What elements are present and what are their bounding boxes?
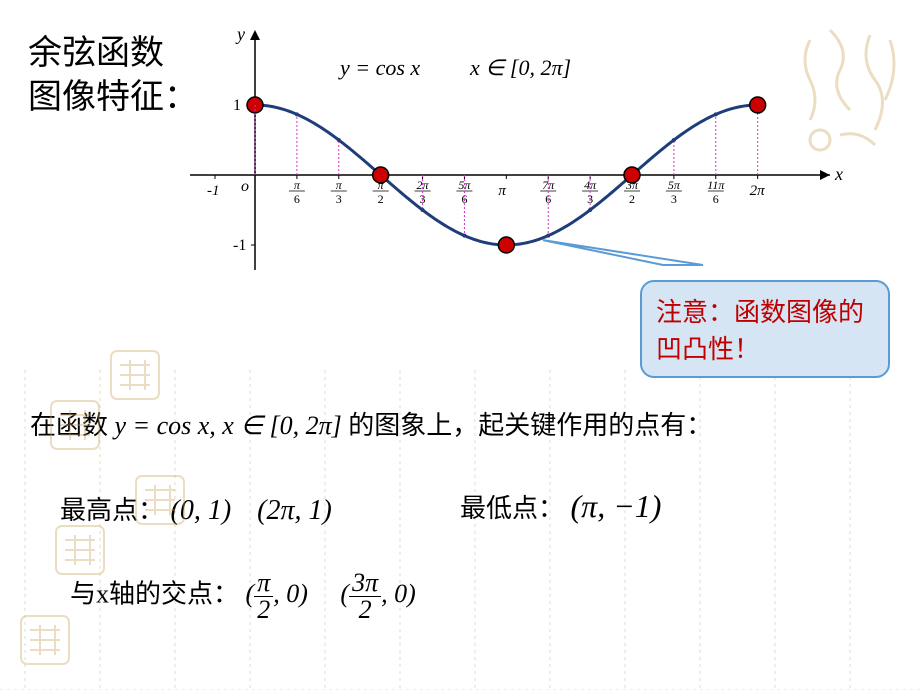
svg-text:2π: 2π [750,183,766,199]
max-p1: (0, 1) [171,495,232,526]
watermark-seal-4 [15,610,75,670]
svg-text:o: o [241,178,249,195]
max-p2: (2π, 1) [257,495,332,526]
svg-text:-1: -1 [207,183,220,199]
svg-text:11π: 11π [707,178,725,192]
min-label: 最低点： [460,494,564,523]
body-intro: 在函数 y = cos x, x ∈ [0, 2π] 的图象上，起关键作用的点有… [30,405,712,442]
svg-text:-1: -1 [233,237,246,254]
svg-text:y: y [235,25,245,44]
svg-text:6: 6 [713,192,719,206]
formula-domain: x ∈ [0, 2π] [470,55,571,81]
svg-text:π: π [336,178,343,192]
svg-text:5π: 5π [668,178,681,192]
intro-math: y = cos x, x ∈ [0, 2π] [115,411,342,440]
title-line1: 余弦函数 [28,35,164,72]
intro-post: 的图象上，起关键作用的点有： [348,411,712,440]
svg-text:2: 2 [378,192,384,206]
xint-p2: (3π2, 0) [340,579,415,608]
max-points-line: 最高点： (0, 1) (2π, 1) [60,490,332,527]
xint-label: 与x轴的交点： [70,579,239,608]
formula-equation: y = cos x [340,55,420,81]
svg-text:1: 1 [233,97,241,114]
svg-text:x: x [834,164,843,184]
callout-text: 注意：函数图像的凹凸性！ [656,298,864,364]
x-intercepts-line: 与x轴的交点： (π2, 0) (3π2, 0) [70,570,416,623]
svg-text:π: π [498,183,506,199]
min-points-line: 最低点： (π, −1) [460,488,661,525]
watermark-seal-0 [105,345,165,405]
xint-p1: (π2, 0) [246,579,315,608]
svg-text:2: 2 [629,192,635,206]
callout-box: 注意：函数图像的凹凸性！ [640,280,890,378]
svg-text:3: 3 [336,192,342,206]
min-p1: (π, −1) [571,488,662,524]
max-label: 最高点： [60,496,164,525]
svg-text:6: 6 [294,192,300,206]
svg-text:3: 3 [671,192,677,206]
intro-pre: 在函数 [30,411,108,440]
svg-text:π: π [294,178,301,192]
